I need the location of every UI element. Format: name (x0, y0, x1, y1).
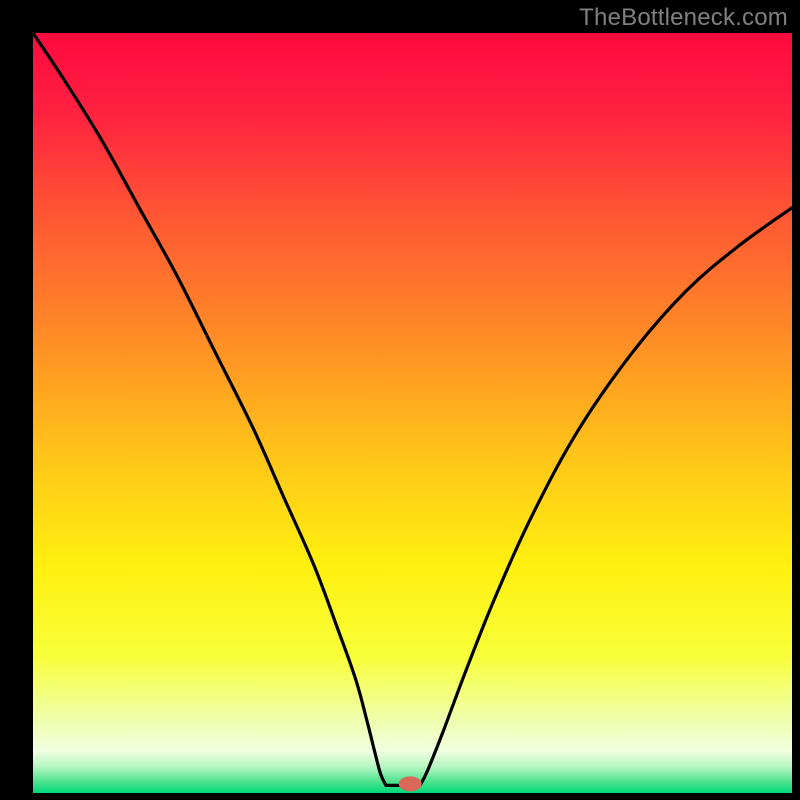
plot-area (33, 33, 792, 793)
optimal-point-marker (399, 777, 421, 791)
gradient-background (33, 33, 792, 793)
chart-container: TheBottleneck.com (0, 0, 800, 800)
watermark-text: TheBottleneck.com (579, 4, 788, 32)
bottleneck-chart-svg (33, 33, 792, 793)
